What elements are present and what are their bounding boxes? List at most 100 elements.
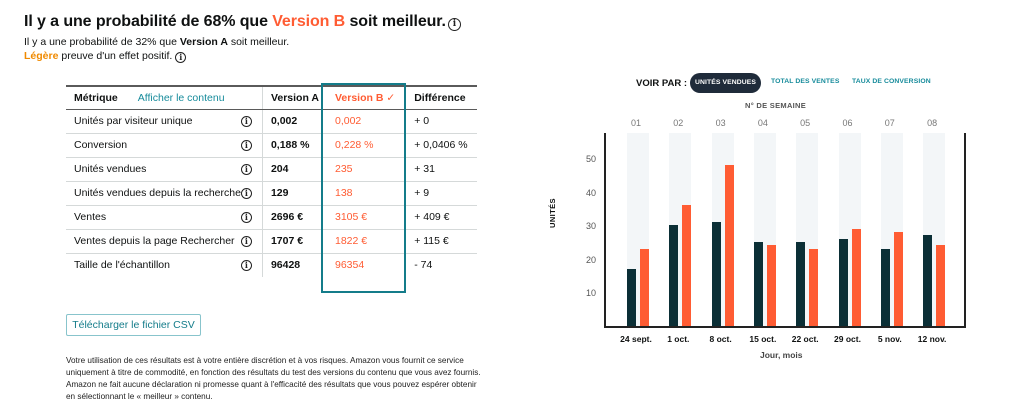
x-axis-label: Jour, mois	[760, 350, 803, 360]
y-tick-label: 20	[585, 254, 596, 265]
week-number: 04	[757, 118, 768, 128]
subline-version-a: Version A	[179, 36, 228, 48]
info-icon[interactable]: i	[240, 115, 252, 127]
subline-suffix: soit meilleur.	[227, 36, 290, 48]
difference-value: + 31	[406, 157, 477, 182]
table-row: Conversion i 0,188 % 0,228 % + 0,0406 %	[66, 133, 477, 158]
y-tick-label: 40	[585, 187, 596, 198]
x-tick-label: 29 oct.	[834, 334, 861, 344]
headline-suffix: soit meilleur.	[345, 13, 446, 30]
info-icon[interactable]: i	[447, 18, 461, 31]
bar-version-a[interactable]	[669, 225, 679, 326]
metric-header-label: Métrique	[74, 91, 118, 104]
header-version-b: Version B ✓	[326, 85, 407, 110]
info-icon[interactable]: i	[240, 187, 252, 199]
plot-area	[604, 133, 966, 328]
view-by-label: VOIR PAR :	[636, 78, 688, 89]
metric-name: Conversion	[74, 139, 128, 151]
x-tick-label: 15 oct.	[749, 334, 777, 344]
bar-version-b[interactable]	[724, 164, 734, 326]
y-tick-label: 30	[585, 221, 596, 232]
difference-value: + 0	[406, 109, 477, 134]
metric-name: Ventes depuis la page Rechercher	[74, 235, 235, 247]
show-content-link[interactable]: Afficher le contenu	[137, 91, 225, 104]
bar-version-b[interactable]	[851, 228, 861, 326]
metric-cell: Unités vendues depuis la recherche i	[66, 181, 263, 206]
week-number: 02	[673, 118, 684, 128]
metric-name: Unités vendues	[74, 163, 147, 175]
info-icon[interactable]: i	[240, 211, 252, 223]
table-row: Taille de l'échantillon i 96428 96354 - 74	[66, 253, 477, 277]
bar-version-a[interactable]	[923, 235, 933, 326]
results-table: Métrique Afficher le contenu Version A Ve…	[66, 85, 477, 277]
header-difference: Différence	[406, 85, 477, 110]
difference-value: + 409 €	[406, 205, 477, 230]
bar-version-a[interactable]	[711, 221, 721, 326]
tab-units-sold[interactable]: UNITÉS VENDUES	[690, 73, 761, 93]
version-b-value: 235	[326, 157, 407, 182]
y-tick-label: 10	[585, 288, 596, 299]
headline-prefix: Il y a une probabilité de 68% que	[24, 13, 273, 30]
version-a-value: 0,188 %	[261, 133, 327, 158]
x-tick-label: 5 nov.	[877, 334, 902, 344]
evidence-strength: Légère	[24, 50, 59, 62]
version-a-value: 204	[261, 157, 327, 182]
bar-version-b[interactable]	[640, 248, 649, 326]
bar-version-a[interactable]	[796, 241, 806, 326]
x-tick-label: 8 oct.	[709, 334, 732, 344]
headline-version-b: Version B	[272, 13, 346, 30]
info-icon[interactable]: i	[240, 235, 252, 247]
header-metric: Métrique Afficher le contenu	[66, 85, 263, 110]
info-icon[interactable]: i	[240, 163, 252, 175]
info-icon[interactable]: i	[240, 259, 252, 271]
difference-value: + 0,0406 %	[406, 133, 477, 158]
subline-prefix: Il y a une probabilité de 32% que	[24, 36, 180, 48]
metric-name: Unités vendues depuis la recherche	[74, 187, 241, 199]
table-row: Ventes i 2696 €3105 € + 409 €	[66, 205, 477, 230]
metric-name: Unités par visiteur unique	[74, 115, 193, 127]
info-icon[interactable]: i	[240, 139, 252, 151]
evidence-line: Légère preuve d'un effet positif. i	[24, 50, 187, 63]
bar-version-b[interactable]	[893, 231, 903, 326]
y-tick-label: 50	[585, 153, 596, 164]
difference-value: + 9	[406, 181, 477, 206]
version-a-value: 1707 €	[261, 229, 327, 254]
download-csv-button[interactable]: Télécharger le fichier CSV	[66, 314, 201, 336]
bar-version-b[interactable]	[766, 245, 776, 326]
bar-version-b[interactable]	[682, 204, 692, 326]
metric-name: Taille de l'échantillon	[74, 259, 170, 272]
version-b-value: 1822 €	[326, 229, 407, 254]
tab-conversion-rate[interactable]: TAUX DE CONVERSION	[852, 78, 931, 85]
version-a-value: 129	[261, 181, 327, 206]
version-a-value: 0,002	[261, 109, 327, 134]
version-a-value: 2696 €	[261, 205, 327, 230]
bar-version-a[interactable]	[838, 238, 848, 326]
units-bar-chart: 01 02 03 04 05 06 07 08	[604, 116, 966, 328]
metric-cell: Unités vendues i	[66, 157, 263, 182]
disclaimer-text: Votre utilisation de ces résultats est à…	[66, 356, 481, 401]
probability-subline: Il y a une probabilité de 32% que Versio…	[24, 36, 289, 48]
difference-value: + 115 €	[406, 229, 477, 254]
metric-cell: Conversion i	[66, 133, 263, 158]
x-tick-label: 1 oct.	[667, 334, 690, 344]
info-icon[interactable]: i	[175, 52, 187, 63]
metric-name: Ventes	[74, 211, 107, 223]
header-version-a: Version A	[261, 85, 327, 110]
bar-version-a[interactable]	[880, 248, 890, 326]
x-tick-label: 12 nov.	[917, 334, 947, 344]
table-row: Unités vendues i 204 235 + 31	[66, 157, 477, 182]
tab-total-sales[interactable]: TOTAL DES VENTES	[771, 78, 840, 85]
bar-version-a[interactable]	[627, 268, 636, 326]
metric-cell: Unités par visiteur unique i	[66, 109, 263, 134]
bar-version-b[interactable]	[809, 248, 819, 326]
bar-version-a[interactable]	[753, 241, 763, 326]
y-axis-label: UNITÉS	[548, 198, 557, 228]
week-number: 07	[884, 118, 895, 128]
week-number-axis-label: N° DE SEMAINE	[745, 101, 807, 110]
table-row: Unités vendues depuis la recherche i 129 13…	[66, 181, 477, 206]
table-row: Unités par visiteur unique i 0,002 0,002 + 0	[66, 109, 477, 134]
bar-version-b[interactable]	[936, 245, 946, 326]
x-tick-label: 24 sept.	[620, 334, 652, 344]
week-number: 01	[630, 118, 641, 128]
metric-cell: Ventes i	[66, 205, 263, 230]
